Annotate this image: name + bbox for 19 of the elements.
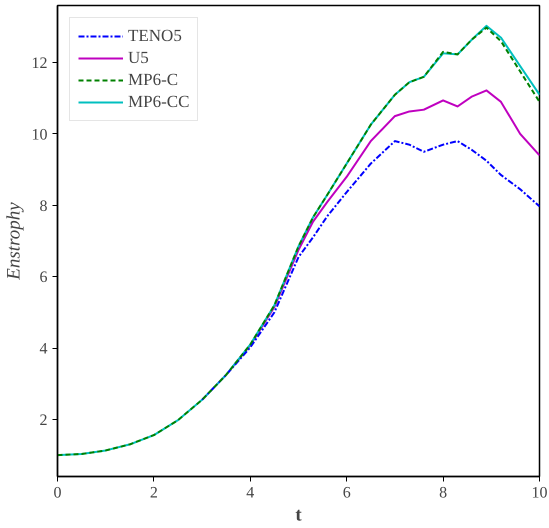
- y-tick-label: 2: [40, 412, 48, 429]
- legend-label: U5: [128, 48, 149, 68]
- line-series: [201, 140, 540, 401]
- x-axis-title: t: [295, 504, 302, 526]
- y-tick-label: 8: [40, 198, 48, 215]
- x-tick-label: 2: [150, 484, 158, 502]
- y-axis-title: Enstrophy: [4, 202, 24, 281]
- y-tick-label: 6: [40, 269, 48, 286]
- x-tick-label: 4: [246, 484, 254, 502]
- legend-label: MP6-CC: [128, 92, 190, 112]
- x-tick-label: 6: [342, 484, 351, 502]
- y-tick-label: 4: [40, 340, 48, 358]
- y-tick-label: 10: [32, 126, 48, 144]
- legend-label: MP6-C: [128, 70, 178, 90]
- x-tick-label: 0: [54, 484, 62, 502]
- legend-label: TENO5: [128, 26, 182, 46]
- y-tick-label: 12: [32, 55, 48, 72]
- x-tick-label: 8: [439, 484, 448, 502]
- x-tick-label: 10: [532, 484, 548, 502]
